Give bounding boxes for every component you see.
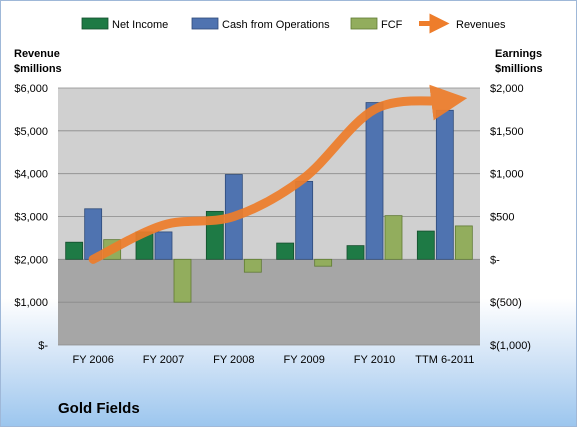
legend-swatch-net-income bbox=[81, 17, 109, 30]
right-axis-title-line2: $millions bbox=[495, 63, 543, 75]
legend: Net Income Cash from Operations FCF Reve… bbox=[81, 13, 506, 34]
chart-title: Gold Fields bbox=[58, 400, 140, 417]
bar-net-income-ttm-6-2011 bbox=[416, 230, 435, 260]
right-axis-tick-label: $1,000 bbox=[490, 169, 524, 181]
bar-net-income-fy-2010 bbox=[346, 245, 365, 260]
x-axis-tick-label-fy-2010: FY 2010 bbox=[354, 354, 395, 366]
bar-net-income-fy-2006 bbox=[65, 241, 84, 260]
bar-cash-from-operations-fy-2010 bbox=[365, 102, 384, 260]
legend-label-net-income: Net Income bbox=[112, 19, 168, 31]
bar-fcf-fy-2007 bbox=[173, 258, 192, 303]
left-axis-tick-label: $2,000 bbox=[14, 254, 48, 266]
left-axis-tick-label: $6,000 bbox=[14, 83, 48, 95]
legend-label-revenues: Revenues bbox=[456, 19, 506, 31]
bar-fcf-fy-2010 bbox=[384, 215, 403, 260]
bar-cash-from-operations-fy-2007 bbox=[154, 231, 173, 260]
left-axis-tick-label: $4,000 bbox=[14, 169, 48, 181]
left-axis-tick-label: $- bbox=[38, 340, 48, 352]
bar-fcf-fy-2009 bbox=[314, 258, 333, 267]
left-axis-tick-label: $5,000 bbox=[14, 126, 48, 138]
right-axis-title-line1: Earnings bbox=[495, 48, 542, 60]
x-axis-tick-label-fy-2006: FY 2006 bbox=[72, 354, 113, 366]
legend-swatch-fcf bbox=[350, 17, 378, 30]
left-axis-title-line1: Revenue bbox=[14, 48, 60, 60]
legend-label-fcf: FCF bbox=[381, 19, 403, 31]
bar-cash-from-operations-ttm-6-2011 bbox=[435, 109, 454, 260]
legend-swatch-cash-from-operations bbox=[191, 17, 219, 30]
left-axis-tick-label: $3,000 bbox=[14, 212, 48, 224]
bar-fcf-fy-2008 bbox=[243, 258, 262, 273]
legend-label-cash-from-operations: Cash from Operations bbox=[222, 19, 330, 31]
bar-cash-from-operations-fy-2009 bbox=[295, 180, 314, 260]
x-axis-tick-label-fy-2007: FY 2007 bbox=[143, 354, 184, 366]
left-axis-tick-label: $1,000 bbox=[14, 297, 48, 309]
right-axis-tick-label: $1,500 bbox=[490, 126, 524, 138]
series-line-revenues bbox=[88, 84, 468, 264]
right-axis-tick-label: $(1,000) bbox=[490, 340, 531, 352]
x-axis-tick-label-fy-2008: FY 2008 bbox=[213, 354, 254, 366]
x-axis-tick-label-ttm-6-2011: TTM 6-2011 bbox=[415, 354, 474, 366]
x-axis-tick-label-fy-2009: FY 2009 bbox=[283, 354, 324, 366]
right-axis-tick-label: $500 bbox=[490, 212, 514, 224]
bar-net-income-fy-2009 bbox=[276, 242, 295, 260]
right-axis-tick-label: $2,000 bbox=[490, 83, 524, 95]
left-axis-title-line2: $millions bbox=[14, 63, 62, 75]
right-axis-tick-label: $(500) bbox=[490, 297, 522, 309]
right-axis-tick-label: $- bbox=[490, 254, 500, 266]
bar-fcf-ttm-6-2011 bbox=[454, 225, 473, 260]
